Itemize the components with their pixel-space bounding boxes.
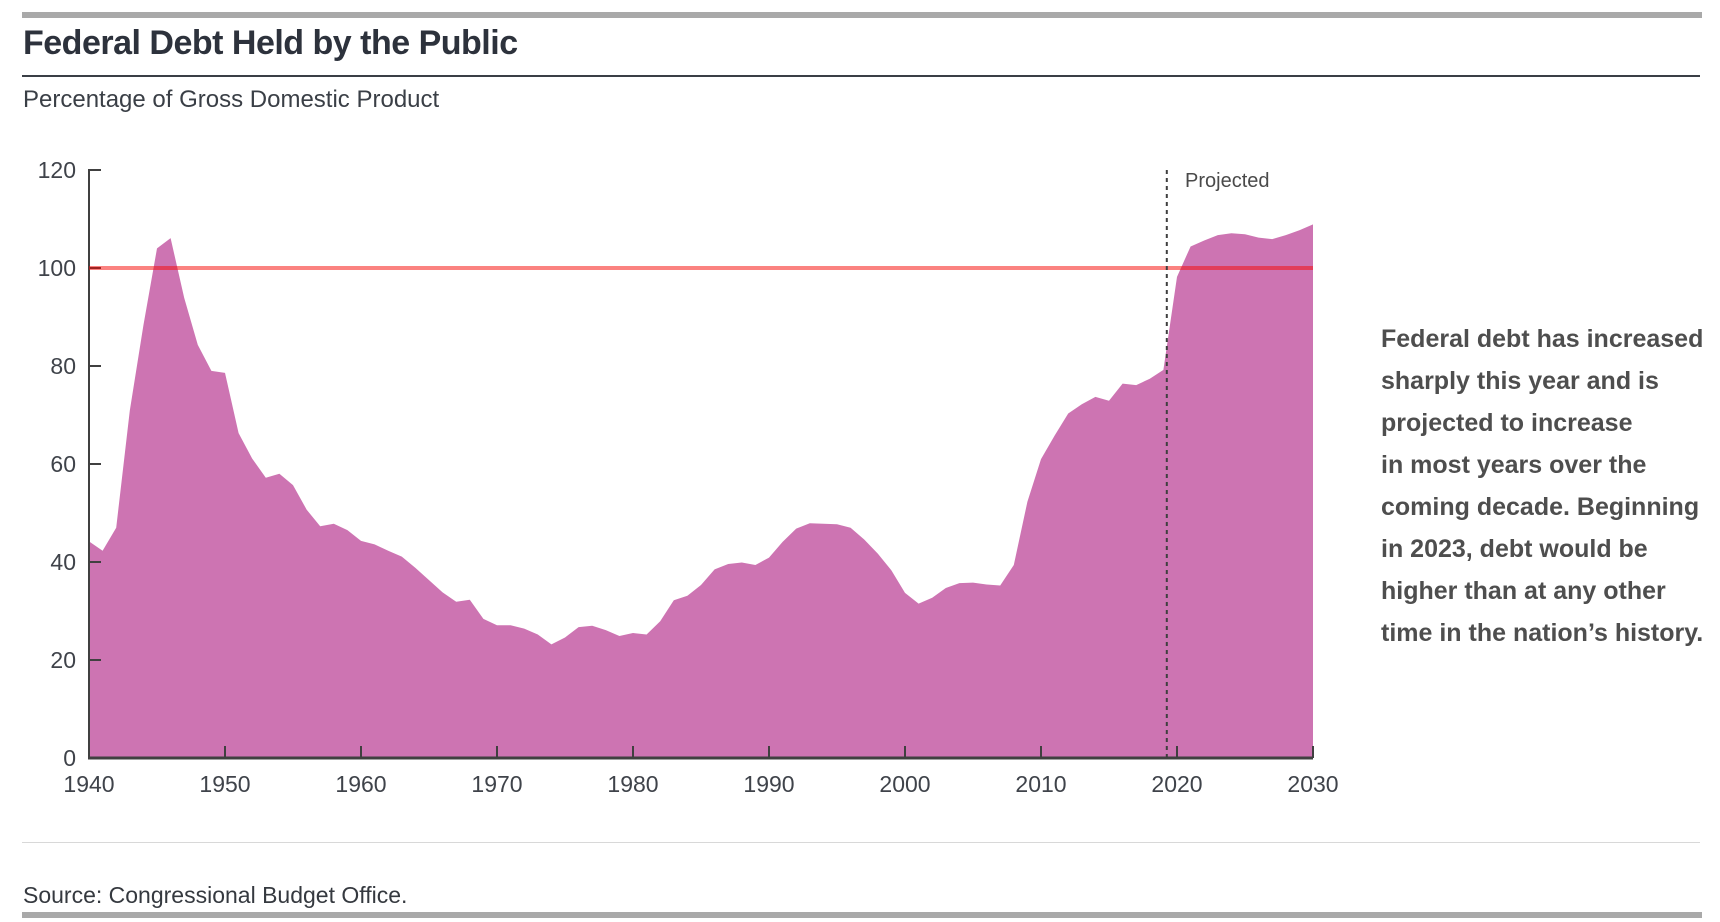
x-tick-label: 2030 — [1287, 771, 1338, 797]
x-tick-label: 2010 — [1015, 771, 1066, 797]
x-tick-label: 1970 — [471, 771, 522, 797]
y-tick-label: 120 — [38, 157, 76, 183]
callout-line: sharply this year and is — [1381, 367, 1659, 395]
projected-label: Projected — [1185, 170, 1270, 192]
callout-line: time in the nation’s history. — [1381, 619, 1704, 647]
callout-line: coming decade. Beginning — [1381, 493, 1700, 521]
y-tick-label: 20 — [50, 647, 76, 673]
title-rule — [22, 75, 1700, 77]
x-tick-label: 1940 — [63, 771, 114, 797]
top-divider-bar — [22, 12, 1702, 18]
source-note: Source: Congressional Budget Office. — [23, 882, 408, 908]
y-tick-label: 40 — [50, 549, 76, 575]
axis-units-label: Percentage of Gross Domestic Product — [23, 86, 440, 113]
callout-text: Federal debt has increased sharply this … — [1381, 318, 1720, 654]
y-tick-label: 100 — [38, 255, 76, 281]
callout-line: in most years over the — [1381, 451, 1647, 479]
y-tick-label: 60 — [50, 451, 76, 477]
bottom-divider-bar — [22, 912, 1702, 918]
x-tick-label: 1990 — [743, 771, 794, 797]
x-tick-label: 1980 — [607, 771, 658, 797]
x-tick-label: 1950 — [199, 771, 250, 797]
x-tick-label: 1960 — [335, 771, 386, 797]
callout-line: projected to increase — [1381, 409, 1633, 437]
y-tick-label: 0 — [63, 745, 76, 771]
callout-line: higher than at any other — [1381, 577, 1666, 605]
x-tick-label: 2000 — [879, 771, 930, 797]
y-tick-label: 80 — [50, 353, 76, 379]
footer-hairline — [22, 842, 1700, 843]
callout-line: Federal debt has increased — [1381, 325, 1704, 353]
callout-line: in 2023, debt would be — [1381, 535, 1648, 563]
x-tick-label: 2020 — [1151, 771, 1202, 797]
chart-title: Federal Debt Held by the Public — [23, 24, 518, 62]
debt-area-series — [89, 224, 1313, 758]
